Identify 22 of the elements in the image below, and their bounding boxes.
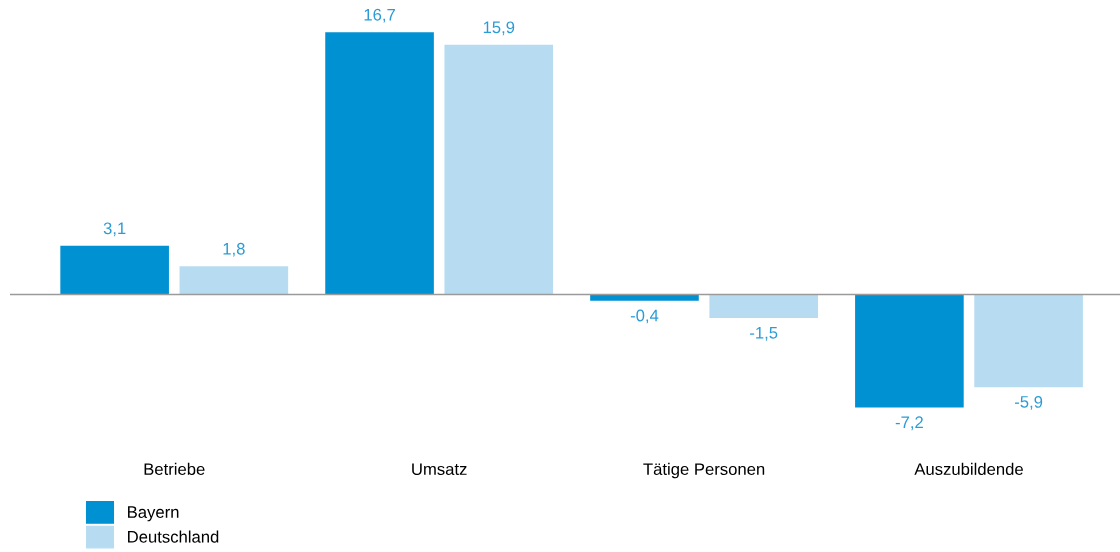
data-label: 1,8 <box>223 242 245 257</box>
x-tick-label: Auszubildende <box>914 462 1023 476</box>
bar <box>325 32 434 295</box>
data-label: 15,9 <box>483 21 515 36</box>
x-tick-label: Tätige Personen <box>643 462 765 479</box>
legend-label: Bayern <box>128 506 179 522</box>
bar <box>709 294 818 319</box>
bar <box>855 294 964 408</box>
x-tick-label: Betriebe <box>144 462 205 476</box>
data-label: 3,1 <box>103 222 126 237</box>
bar <box>590 294 699 301</box>
data-label: -1,5 <box>750 327 778 341</box>
data-label: -0,4 <box>630 309 659 324</box>
data-label: -5,9 <box>1014 395 1043 410</box>
bar <box>60 245 169 295</box>
bar <box>974 294 1083 388</box>
data-label: -7,2 <box>895 416 923 431</box>
bar <box>444 44 554 295</box>
legend-label: Deutschland <box>128 530 219 543</box>
bar <box>179 266 289 295</box>
data-label: 16,7 <box>364 8 395 23</box>
x-tick-label: Umsatz <box>412 463 467 476</box>
